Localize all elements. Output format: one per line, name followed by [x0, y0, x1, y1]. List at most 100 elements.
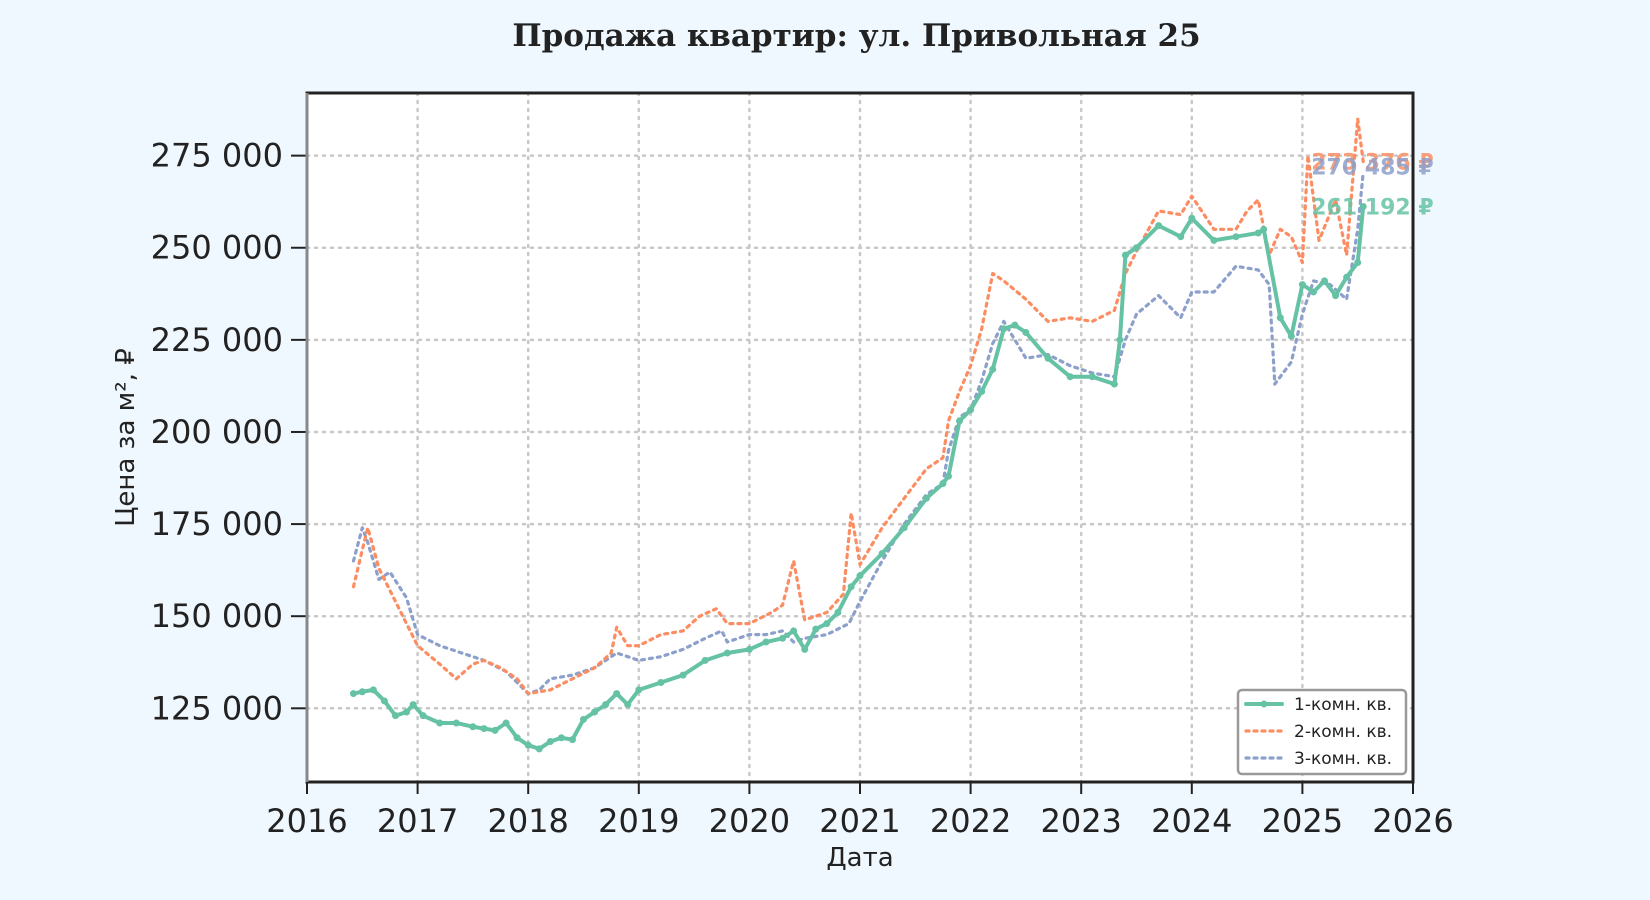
x-axis-label: Дата: [826, 843, 893, 873]
data-point: [568, 736, 576, 744]
data-point: [557, 734, 565, 742]
y-axis-label: Цена за м², ₽: [111, 348, 141, 527]
data-point: [524, 741, 532, 749]
y-tick-label: 150 000: [151, 597, 283, 635]
series-line-2: [351, 117, 1365, 696]
data-point: [834, 609, 842, 617]
data-point: [1287, 332, 1295, 340]
data-point: [613, 690, 621, 698]
data-point: [436, 719, 444, 727]
data-point: [391, 712, 399, 720]
x-tick-label: 2021: [819, 802, 900, 840]
data-point: [1276, 314, 1284, 322]
data-point: [409, 701, 417, 709]
data-point: [745, 645, 753, 653]
data-point: [779, 634, 787, 642]
y-tick-label: 225 000: [151, 321, 283, 359]
data-point: [1332, 292, 1340, 300]
tick-labels: 2016 2017 2018 2019 2020 2021 2022 2023 2024 2025…: [151, 137, 1454, 840]
data-point: [1116, 336, 1124, 344]
data-point: [956, 417, 964, 425]
x-tick-label: 2017: [377, 802, 458, 840]
data-point: [1260, 225, 1268, 233]
data-point: [1232, 233, 1240, 241]
end-value-label-1: 261 192 ₽: [1311, 196, 1433, 221]
data-point: [480, 725, 488, 733]
legend-label-3: 3-комн. кв.: [1294, 749, 1392, 769]
data-point: [1188, 214, 1196, 222]
data-point: [679, 671, 687, 679]
legend-label-2: 2-комн. кв.: [1294, 722, 1392, 742]
data-point: [513, 734, 521, 742]
end-value-labels: 261 192 ₽ 273 376 ₽270 485 ₽: [1311, 151, 1433, 221]
data-point: [1321, 277, 1329, 285]
data-point: [591, 708, 599, 716]
data-point: [762, 638, 770, 646]
data-point: [989, 365, 997, 373]
data-point: [967, 406, 975, 414]
data-point: [491, 726, 499, 734]
legend-marker: [1260, 700, 1268, 708]
x-tick-label: 2019: [598, 802, 679, 840]
x-tick-label: 2016: [266, 802, 347, 840]
data-point: [1110, 380, 1118, 388]
data-point: [812, 625, 820, 633]
x-tick-label: 2024: [1151, 802, 1232, 840]
end-value-label-2: 273 376 ₽: [1311, 151, 1433, 176]
data-point: [657, 679, 665, 687]
x-tick-label: 2020: [709, 802, 790, 840]
data-point: [939, 480, 947, 488]
chart-title: Продажа квартир: ул. Привольная 25: [512, 18, 1201, 54]
data-point: [1177, 233, 1185, 241]
data-point: [602, 701, 610, 709]
data-point: [419, 712, 427, 720]
data-point: [546, 737, 554, 745]
legend-box: [1236, 688, 1408, 776]
data-point: [1022, 328, 1030, 336]
x-tick-label: 2022: [930, 802, 1011, 840]
data-point: [535, 745, 543, 753]
data-point: [1000, 325, 1008, 333]
data-point: [1254, 229, 1262, 237]
data-point: [1298, 281, 1306, 289]
data-point: [1011, 321, 1019, 329]
data-point: [1210, 236, 1218, 244]
y-tick-label: 175 000: [151, 505, 283, 543]
legend: 1-комн. кв. 2-комн. кв. 3-комн. кв.: [1236, 688, 1408, 776]
data-point: [856, 572, 864, 580]
data-point: [369, 686, 377, 694]
series-lines: [349, 117, 1367, 753]
data-point: [823, 620, 831, 628]
data-point: [1133, 244, 1140, 252]
data-point: [1121, 251, 1129, 259]
y-tick-label: 125 000: [151, 689, 283, 727]
data-point: [900, 524, 908, 532]
x-tick-label: 2023: [1040, 802, 1121, 840]
x-tick-label: 2018: [487, 802, 568, 840]
data-point: [944, 472, 952, 480]
data-point: [452, 719, 460, 727]
data-point: [403, 708, 411, 716]
data-point: [1044, 354, 1052, 362]
data-point: [380, 697, 388, 705]
data-point: [469, 723, 477, 731]
data-point: [1088, 373, 1096, 381]
data-point: [358, 688, 366, 696]
data-point: [701, 656, 709, 664]
data-point: [790, 627, 798, 635]
y-tick-label: 200 000: [151, 413, 283, 451]
data-point: [502, 719, 510, 727]
data-point: [801, 645, 809, 653]
end-value-label-3: 270 485 ₽: [1311, 155, 1433, 180]
axes: [291, 91, 1415, 794]
legend-label-1: 1-комн. кв.: [1294, 695, 1392, 715]
data-point: [1066, 373, 1074, 381]
data-point: [635, 686, 643, 694]
data-point: [580, 715, 587, 723]
data-point: [1359, 203, 1367, 211]
data-point: [624, 701, 632, 709]
data-point: [878, 550, 886, 558]
data-point: [1343, 273, 1351, 281]
data-point: [1155, 222, 1163, 230]
